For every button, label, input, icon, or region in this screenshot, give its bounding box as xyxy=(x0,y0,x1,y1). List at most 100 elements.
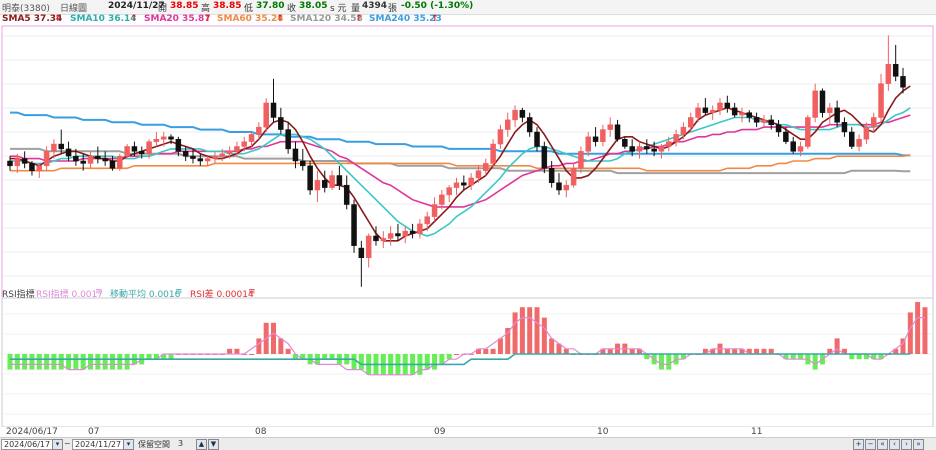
open-value: 38.85 xyxy=(170,1,199,11)
candle-body xyxy=(585,136,592,152)
candle-body xyxy=(446,187,452,196)
indicator-bar xyxy=(490,348,496,354)
indicator-bar xyxy=(227,348,233,354)
candle-body xyxy=(892,64,899,77)
indicator-bar xyxy=(22,354,28,370)
from-date-dropdown-icon[interactable]: ▾ xyxy=(52,439,63,450)
ma-arrow-sma120: ↑ xyxy=(355,14,363,24)
range-toolbar: 2024/06/17 ▾ ~ 2024/11/27 ▾ 保留空間 3 ▲ ▼ +… xyxy=(0,437,936,450)
indicator-bar xyxy=(351,354,357,370)
to-date-dropdown-icon[interactable]: ▾ xyxy=(123,439,134,450)
candle-body xyxy=(270,102,277,118)
candle-body xyxy=(695,107,701,118)
candle-body xyxy=(592,136,599,142)
candle-body xyxy=(256,126,262,135)
candle-body xyxy=(556,182,562,191)
candle-body xyxy=(614,124,621,140)
candle-body xyxy=(248,134,255,142)
indicator-bar xyxy=(14,354,20,370)
zoom-out-icon[interactable]: − xyxy=(865,439,876,450)
indicator-bar xyxy=(812,354,818,370)
candle-body xyxy=(600,129,606,142)
candle-body xyxy=(570,168,577,186)
indicator-bar xyxy=(629,348,635,354)
indicator-bar xyxy=(856,354,862,360)
date-tick-5: 11 xyxy=(751,427,763,437)
ma-arrow-sma20: ↑ xyxy=(204,14,212,24)
candle-body xyxy=(65,148,72,157)
candle-body xyxy=(14,158,21,167)
candle-body xyxy=(58,143,64,150)
indicator-rsi-label: RSI指標 0.0017 xyxy=(36,290,103,300)
indicator-bar xyxy=(754,348,760,354)
close-label: 收 xyxy=(287,4,297,14)
indicator-bar xyxy=(563,348,569,354)
ma-legend-sma120: SMA120 34.58 xyxy=(290,14,363,24)
candle-body xyxy=(673,134,679,142)
scroll-last-icon[interactable]: » xyxy=(913,439,924,450)
indicator-bar xyxy=(680,354,686,360)
scroll-left-icon[interactable]: ‹ xyxy=(889,439,900,450)
candle-body xyxy=(753,117,760,123)
indicator-bar xyxy=(893,348,899,354)
candle-body xyxy=(36,165,43,171)
quote-header: 明泰(3380) 日線圖 2024/11/27 開 38.85 高 38.85 … xyxy=(0,0,936,15)
indicator-bar xyxy=(439,354,445,365)
candle-body xyxy=(365,235,372,258)
scroll-first-icon[interactable]: « xyxy=(877,439,888,450)
candle-body xyxy=(182,151,189,157)
candle-body xyxy=(87,155,94,164)
indicator-bar xyxy=(519,307,525,354)
indicator-bar xyxy=(900,338,906,354)
candle-body xyxy=(431,204,438,217)
candle-body xyxy=(321,180,328,188)
change-value: -0.50 (-1.30%) xyxy=(401,1,474,11)
scroll-right-icon[interactable]: › xyxy=(901,439,912,450)
keep-space-up-icon[interactable]: ▲ xyxy=(196,439,207,450)
ma-legend-sma10: SMA10 36.14 xyxy=(70,14,137,24)
to-date-input[interactable]: 2024/11/27 xyxy=(72,439,124,450)
indicator-bar xyxy=(322,354,328,360)
candle-body xyxy=(666,141,672,147)
indicator-bar xyxy=(907,312,913,354)
candle-body xyxy=(21,158,28,164)
candle-body xyxy=(878,83,884,118)
indicator-bar xyxy=(549,338,555,354)
candle-body xyxy=(263,102,269,128)
chart-canvas[interactable] xyxy=(0,14,936,427)
candle-body xyxy=(395,233,401,237)
price-panel-frame xyxy=(1,25,934,299)
from-date-input[interactable]: 2024/06/17 xyxy=(1,439,53,450)
indicator-bar xyxy=(710,348,716,354)
candle-body xyxy=(131,146,138,152)
ma-legend: SMA5 37.34 ↑ SMA10 36.14 ↑ SMA20 35.87 ↑ SM… xyxy=(0,14,936,26)
indicator-name: RSI指標 xyxy=(2,290,35,300)
candle-body xyxy=(812,90,818,118)
candle-body xyxy=(885,64,892,84)
ma-legend-sma60: SMA60 35.24 xyxy=(217,14,284,24)
indicator-ma-marker: ≡ xyxy=(175,287,183,297)
candle-body xyxy=(819,90,826,113)
indicator-bar xyxy=(761,348,767,354)
candle-body xyxy=(307,165,313,191)
candle-body xyxy=(175,138,182,152)
candle-body xyxy=(29,163,35,171)
candle-body xyxy=(234,146,240,152)
open-label: 開 xyxy=(158,4,168,14)
candle-body xyxy=(51,143,57,152)
volume-label: 量 xyxy=(351,4,361,14)
candle-body xyxy=(629,146,635,152)
zoom-in-icon[interactable]: + xyxy=(853,439,864,450)
candle-body xyxy=(80,160,86,164)
sma10-line xyxy=(10,107,911,237)
candle-body xyxy=(73,155,79,162)
candle-body xyxy=(731,107,738,116)
indicator-bar xyxy=(146,354,152,360)
indicator-bar xyxy=(234,348,240,354)
candle-body xyxy=(709,109,716,113)
indicator-bar xyxy=(51,354,57,370)
indicator-rsi-marker: ≡ xyxy=(95,287,103,297)
low-value: 37.80 xyxy=(256,1,285,11)
keep-space-value[interactable]: 3 xyxy=(178,439,184,448)
keep-space-down-icon[interactable]: ▼ xyxy=(208,439,219,450)
